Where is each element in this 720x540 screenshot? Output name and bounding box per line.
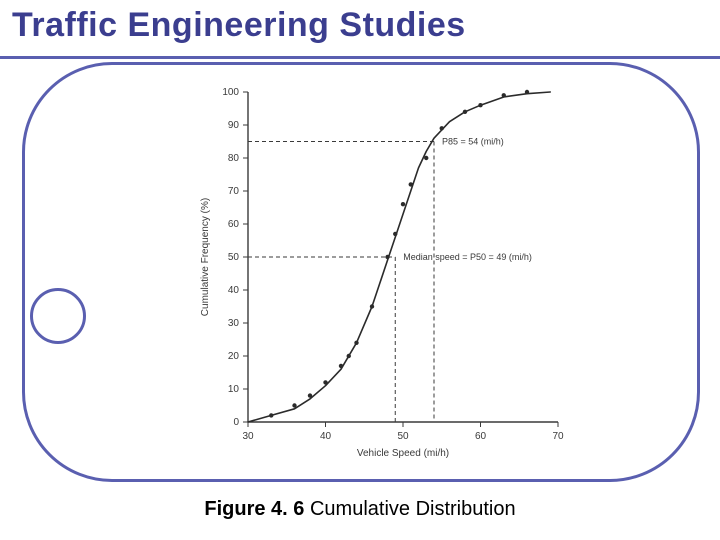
- svg-text:30: 30: [242, 431, 254, 442]
- svg-text:100: 100: [222, 87, 239, 98]
- slide: Traffic Engineering Studies 0 10 20 30 40 50 6…: [0, 0, 720, 540]
- title-underline: [0, 56, 720, 59]
- svg-text:70: 70: [552, 431, 564, 442]
- svg-text:Cumulative Frequency (%): Cumulative Frequency (%): [200, 198, 211, 316]
- svg-text:80: 80: [228, 153, 240, 164]
- svg-text:20: 20: [228, 351, 240, 362]
- caption-prefix: Figure 4. 6: [204, 498, 310, 520]
- svg-text:70: 70: [228, 186, 240, 197]
- svg-text:P85 = 54 (mi/h): P85 = 54 (mi/h): [442, 137, 504, 147]
- svg-text:50: 50: [228, 252, 240, 263]
- svg-text:Median speed = P50 = 49 (mi/h): Median speed = P50 = 49 (mi/h): [403, 252, 532, 262]
- svg-text:10: 10: [228, 384, 240, 395]
- svg-text:90: 90: [228, 120, 240, 131]
- svg-text:30: 30: [228, 318, 240, 329]
- svg-text:40: 40: [228, 285, 240, 296]
- figure-caption: Figure 4. 6 Cumulative Distribution: [0, 498, 720, 521]
- svg-text:60: 60: [228, 219, 240, 230]
- svg-text:40: 40: [320, 431, 332, 442]
- cumulative-distribution-chart: 0 10 20 30 40 50 60 70 80 90 100 30 40 50 60 70 Vehicle …: [190, 80, 570, 470]
- caption-text: Cumulative Distribution: [310, 498, 516, 520]
- svg-text:0: 0: [233, 417, 239, 428]
- svg-text:Vehicle Speed (mi/h): Vehicle Speed (mi/h): [357, 448, 449, 459]
- svg-text:50: 50: [397, 431, 409, 442]
- decorative-bullet: [30, 288, 86, 344]
- page-title: Traffic Engineering Studies: [12, 6, 466, 45]
- chart-container: 0 10 20 30 40 50 60 70 80 90 100 30 40 50 60 70 Vehicle …: [190, 80, 570, 470]
- svg-text:60: 60: [475, 431, 487, 442]
